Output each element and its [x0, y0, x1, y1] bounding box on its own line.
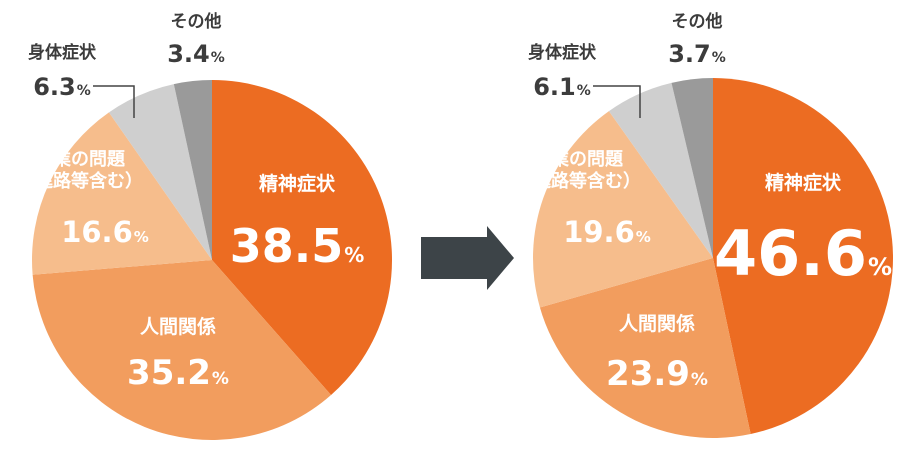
label-academic-name: 学業の問題	[533, 148, 624, 170]
slice-other	[671, 78, 713, 258]
label-other-value: 3.7%	[668, 40, 726, 68]
arrow-right-icon	[421, 226, 514, 290]
pie-chart-after: 精神症状 46.6% 人間関係 23.9% 学業の問題（進路等含む） 19.6% 身体症状 6…	[515, 11, 894, 439]
slice-mental-symptoms	[713, 78, 894, 435]
label-mental-symptoms-value: 46.6%	[714, 217, 892, 290]
slice-physical	[608, 82, 713, 258]
slice-other	[173, 80, 212, 260]
label-physical-value: 6.1%	[533, 73, 591, 101]
label-physical-value: 6.3%	[33, 73, 91, 101]
slice-relationships	[32, 260, 332, 441]
label-other-name: その他	[672, 11, 723, 32]
label-relationships-name: 人間関係	[619, 312, 695, 335]
label-physical-name: 身体症状	[28, 42, 97, 63]
label-mental-symptoms-name: 精神症状	[259, 172, 336, 195]
label-relationships-name: 人間関係	[140, 315, 216, 338]
label-academic-name: 学業の問題	[35, 148, 126, 170]
label-mental-symptoms-value: 38.5%	[230, 219, 365, 273]
label-mental-symptoms-name: 精神症状	[765, 171, 842, 194]
label-other-name: その他	[171, 11, 222, 32]
leader-line	[93, 85, 135, 118]
slice-academic	[31, 112, 212, 275]
label-academic-name: （進路等含む）	[17, 170, 143, 192]
slice-physical	[108, 84, 212, 260]
label-other-value: 3.4%	[167, 40, 225, 68]
slice-relationships	[539, 258, 751, 439]
label-academic-value: 16.6%	[61, 215, 149, 249]
slice-academic	[533, 111, 713, 308]
leader-line	[593, 85, 641, 118]
pie-chart-before: 精神症状 38.5% 人間関係 35.2% 学業の問題（進路等含む） 16.6% 身体症状 6…	[17, 11, 393, 441]
label-physical-name: 身体症状	[528, 42, 597, 63]
label-relationships-value: 35.2%	[127, 353, 229, 393]
slice-mental-symptoms	[212, 80, 393, 396]
label-academic-name: （進路等含む）	[515, 170, 641, 192]
label-academic-value: 19.6%	[563, 215, 651, 249]
label-relationships-value: 23.9%	[606, 354, 708, 394]
